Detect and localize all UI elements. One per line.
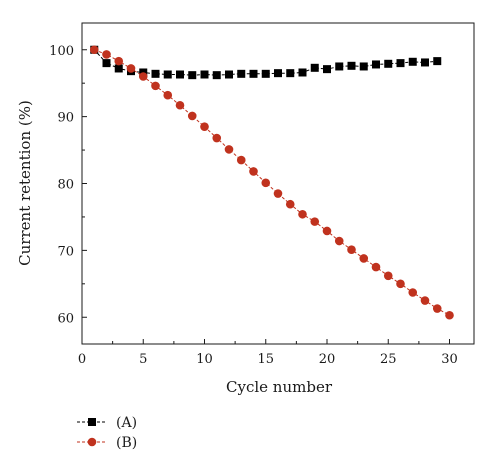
data-point xyxy=(188,71,197,80)
data-point xyxy=(371,262,381,272)
y-tick-label: 70 xyxy=(57,244,74,259)
data-point xyxy=(335,62,344,71)
y-tick-label: 100 xyxy=(49,44,74,59)
x-axis: 0 5 10 15 20 25 30 xyxy=(78,339,458,367)
data-point xyxy=(310,63,319,72)
data-point xyxy=(334,236,344,246)
data-point xyxy=(138,72,148,81)
data-point xyxy=(200,122,209,131)
legend-marker xyxy=(87,437,97,447)
data-point xyxy=(359,254,369,263)
data-point xyxy=(322,226,332,236)
data-point xyxy=(236,155,246,165)
data-point xyxy=(126,64,136,73)
data-point xyxy=(384,59,393,68)
y-tick-label: 60 xyxy=(57,311,74,326)
data-point xyxy=(372,60,380,69)
data-point xyxy=(421,58,429,67)
legend-marker xyxy=(88,418,96,426)
legend-label: (B) xyxy=(116,435,137,451)
legend: (A) (B) xyxy=(77,415,137,451)
data-point xyxy=(237,69,246,78)
y-axis: 60 70 80 90 100 xyxy=(49,44,87,326)
data-point xyxy=(114,56,124,66)
data-point xyxy=(359,62,368,71)
data-point xyxy=(224,145,234,154)
x-tick-label: 20 xyxy=(319,352,336,367)
data-point xyxy=(175,100,185,110)
data-point xyxy=(298,68,307,77)
data-point xyxy=(212,133,222,143)
data-point xyxy=(347,245,356,255)
y-tick-label: 90 xyxy=(57,111,74,126)
data-point xyxy=(102,50,111,59)
data-point xyxy=(347,61,356,70)
x-tick-label: 25 xyxy=(380,352,397,367)
data-point xyxy=(200,70,209,79)
plot-area xyxy=(89,45,454,320)
data-point xyxy=(261,69,270,78)
x-tick-label: 5 xyxy=(139,352,147,367)
data-point xyxy=(408,288,418,297)
data-point xyxy=(273,189,283,198)
data-point xyxy=(396,59,405,68)
data-point xyxy=(212,71,221,80)
data-point xyxy=(285,199,295,209)
data-point xyxy=(114,64,123,73)
data-point xyxy=(323,65,331,74)
data-point xyxy=(89,45,99,55)
data-point xyxy=(176,70,184,79)
data-point xyxy=(445,310,454,320)
x-tick-label: 10 xyxy=(196,352,213,367)
data-point xyxy=(187,111,197,121)
data-point xyxy=(408,57,417,66)
data-point xyxy=(151,69,160,78)
data-point xyxy=(433,57,442,66)
series-line-2 xyxy=(94,49,450,316)
x-tick-label: 0 xyxy=(78,352,86,367)
y-axis-label: Current retention (%) xyxy=(16,100,34,266)
y-tick-label: 80 xyxy=(57,178,74,193)
data-point xyxy=(274,69,282,78)
x-tick-label: 30 xyxy=(441,352,458,367)
legend-label: (A) xyxy=(116,415,137,431)
data-point xyxy=(163,90,173,100)
data-point xyxy=(310,217,320,226)
data-point xyxy=(249,69,258,78)
data-point xyxy=(261,178,271,188)
data-point xyxy=(383,271,393,281)
data-point xyxy=(249,167,258,176)
data-point xyxy=(432,304,442,313)
data-point xyxy=(102,59,111,68)
data-point xyxy=(396,279,405,289)
data-point xyxy=(225,70,233,79)
x-axis-label: Cycle number xyxy=(226,378,333,396)
data-point xyxy=(163,70,172,79)
x-tick-label: 15 xyxy=(257,352,274,367)
data-point xyxy=(286,69,295,78)
data-point xyxy=(420,296,430,305)
data-point xyxy=(151,81,160,91)
data-point xyxy=(298,209,307,219)
